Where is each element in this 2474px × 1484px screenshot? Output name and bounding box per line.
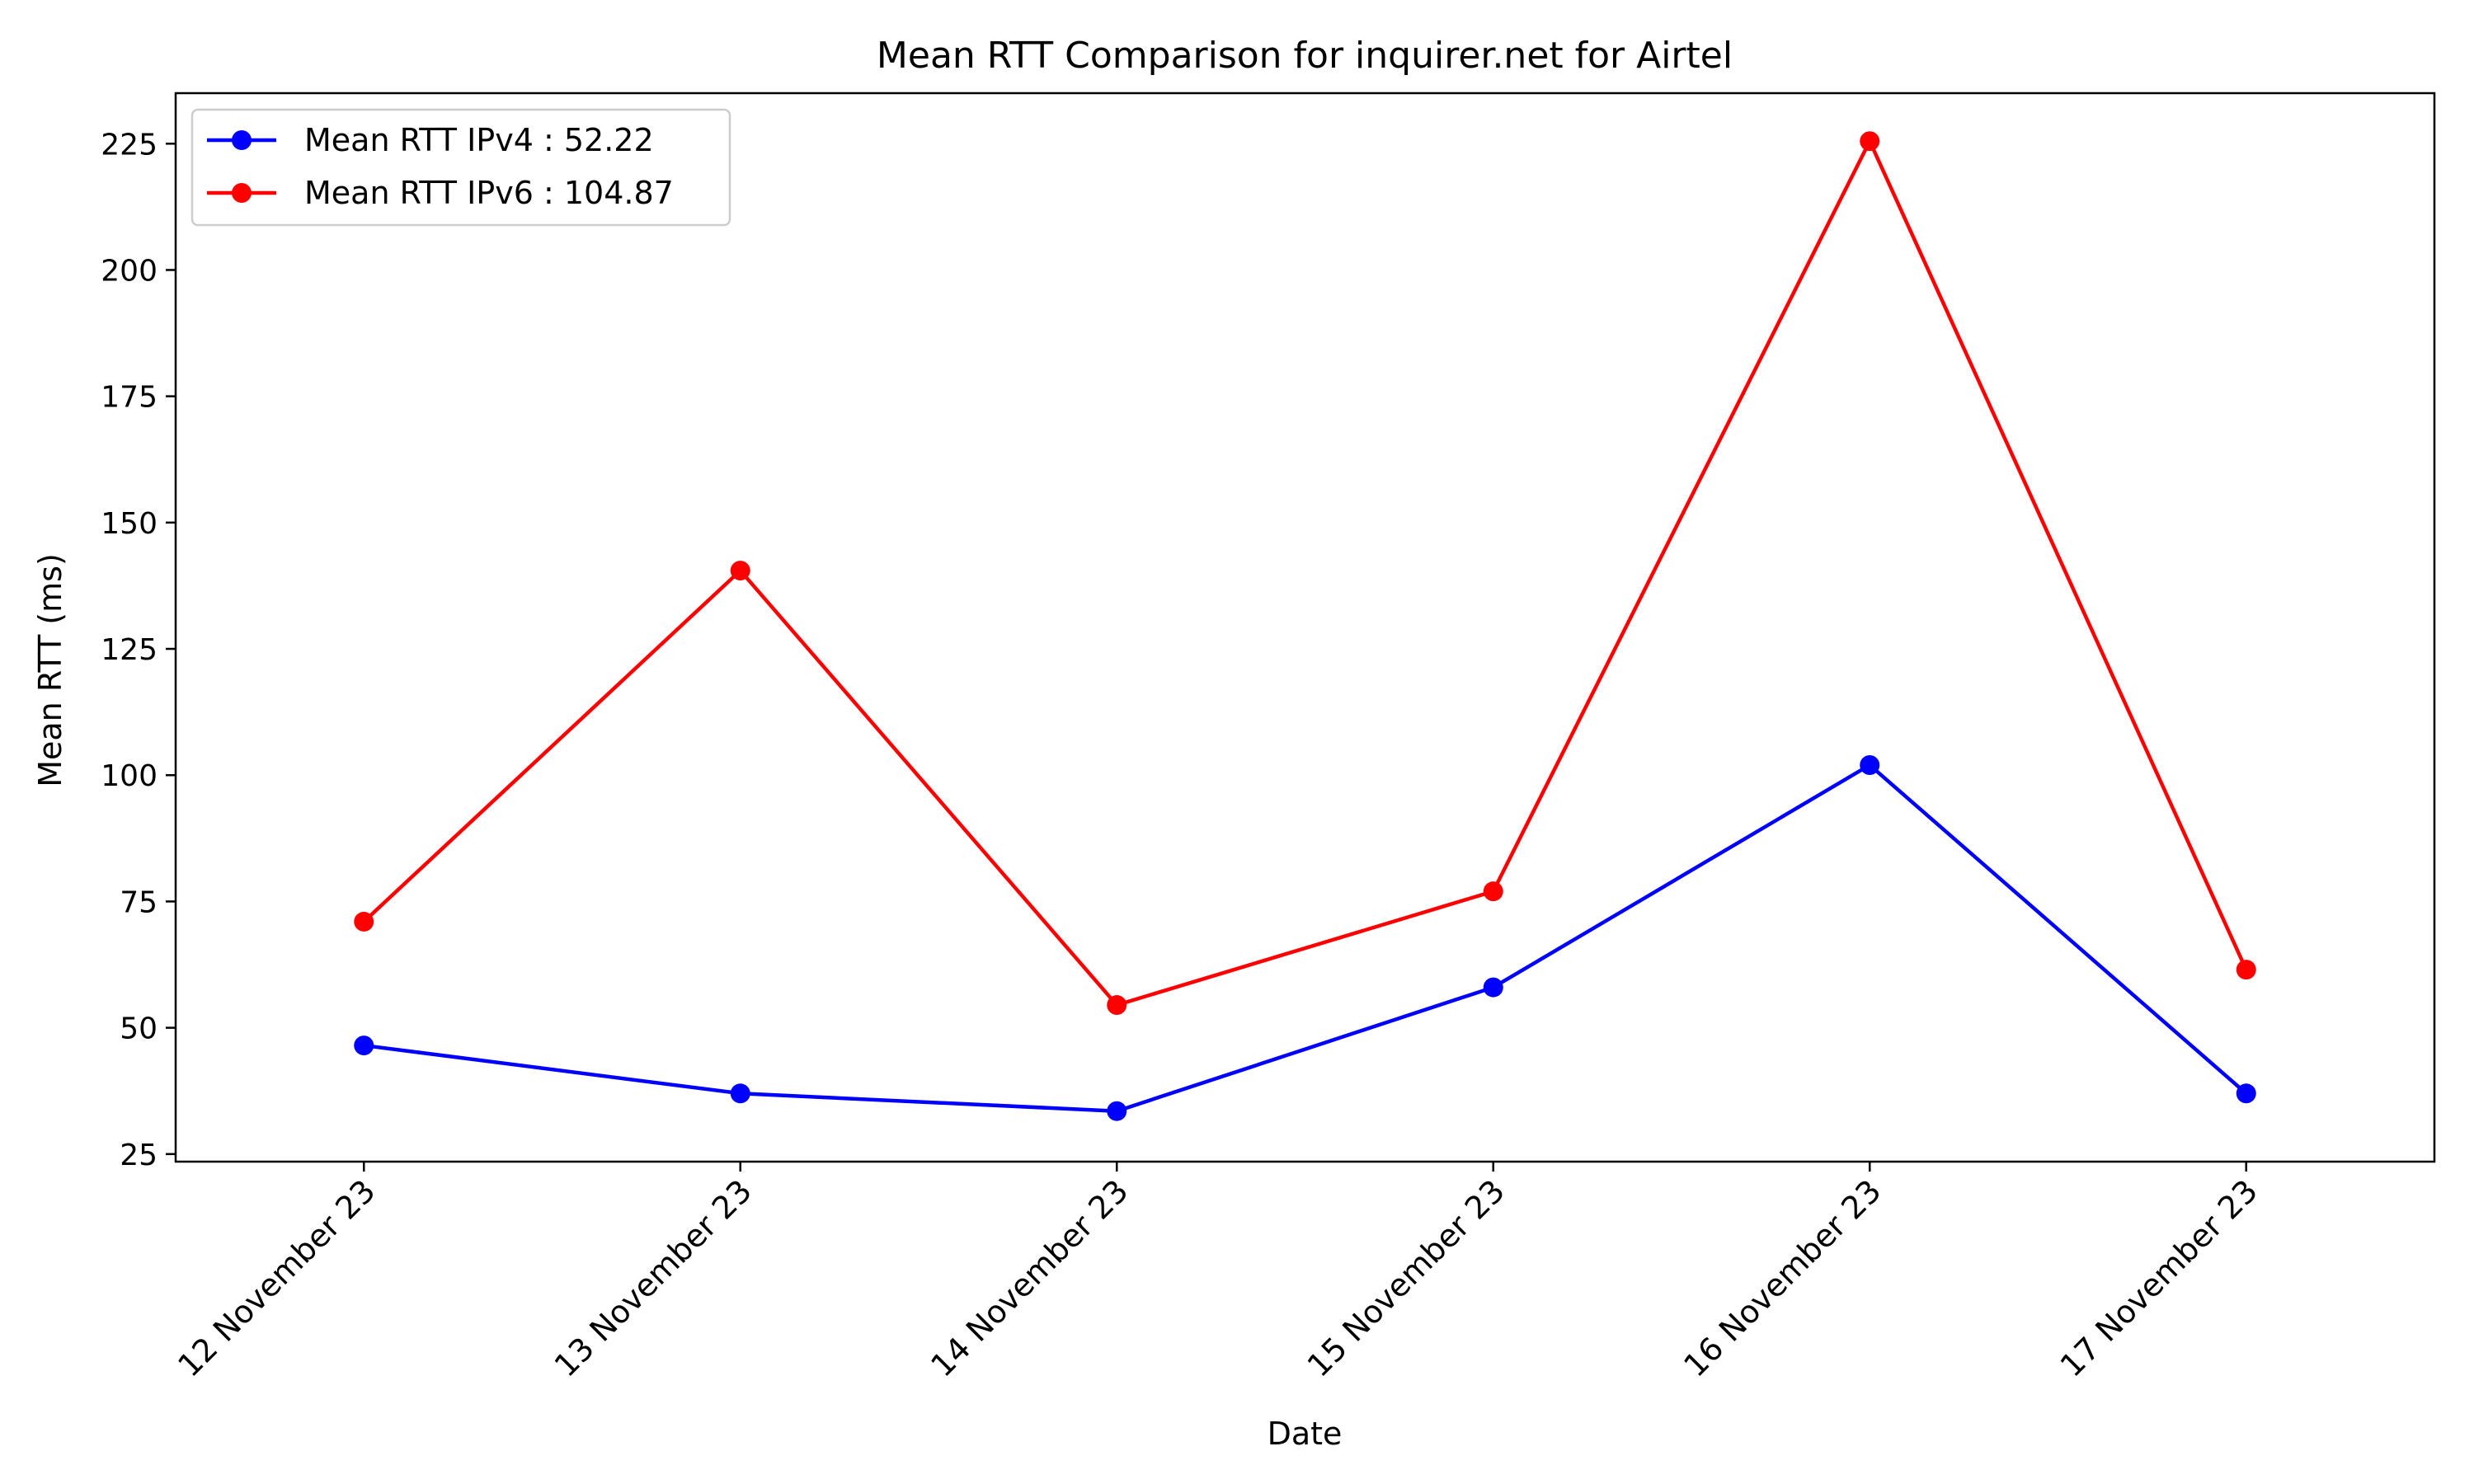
y-tick-label: 175 [101,381,158,415]
y-tick-label: 75 [120,885,158,919]
legend-marker [232,183,252,203]
y-tick-label: 225 [101,128,158,162]
data-point-ipv6 [1107,995,1127,1016]
y-tick-label: 50 [120,1012,158,1046]
data-point-ipv6 [354,911,374,932]
series-line-ipv4 [363,763,2248,1113]
legend-box [190,108,731,227]
legend: Mean RTT IPv4 : 52.22 Mean RTT IPv6 : 104… [190,108,731,227]
y-tick-label: 200 [101,254,158,288]
y-axis-label: Mean RTT (ms) [32,553,68,787]
data-point-ipv4 [1107,1101,1127,1121]
plot-frame [174,92,2436,1163]
data-point-ipv6 [2236,960,2256,980]
y-tick-label: 125 [101,633,158,667]
data-point-ipv6 [1860,131,1880,152]
y-tick-label: 150 [101,507,158,541]
chart-title: Mean RTT Comparison for inquirer.net for… [877,35,1733,77]
data-point-ipv6 [730,561,750,581]
data-point-ipv4 [2236,1083,2256,1104]
legend-marker [232,130,252,150]
data-point-ipv4 [730,1083,750,1104]
data-point-ipv4 [1860,754,1880,775]
legend-label: Mean RTT IPv6 : 104.87 [304,175,674,211]
y-tick-label: 100 [101,759,158,793]
data-point-ipv4 [354,1036,374,1056]
y-tick-label: 25 [120,1139,158,1172]
data-point-ipv4 [1483,977,1503,998]
legend-label: Mean RTT IPv4 : 52.22 [304,122,654,158]
data-point-ipv6 [1483,881,1503,902]
x-axis-label: Date [1268,1416,1343,1452]
series-line-ipv6 [362,139,2248,1007]
